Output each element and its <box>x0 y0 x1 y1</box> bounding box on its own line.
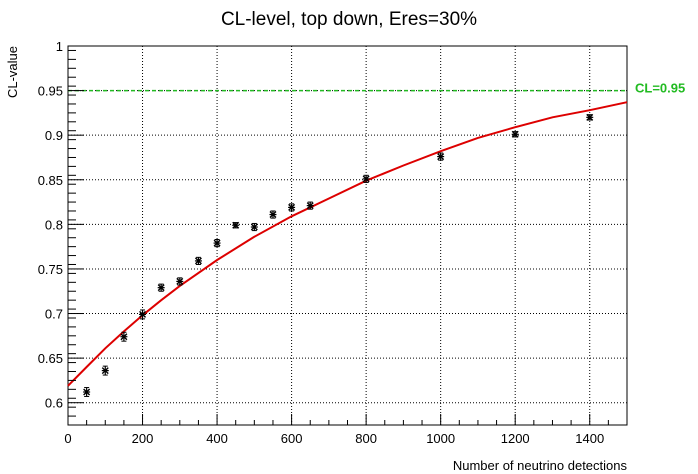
axis-ticks: 0 200 400 600 800 1000 1200 1400 0.6 0.65 0.7 0.75 0… <box>38 39 628 446</box>
plot-frame <box>67 45 628 426</box>
y-tick-label: 0.65 <box>38 351 63 366</box>
data-point <box>101 365 109 376</box>
x-tick-label: 1000 <box>426 431 455 446</box>
data-point <box>176 277 184 286</box>
y-tick-label: 0.75 <box>38 262 63 277</box>
y-tick-label: 0.8 <box>45 217 63 232</box>
data-point <box>194 256 202 265</box>
y-tick-label: 0.95 <box>38 84 63 99</box>
grid-lines <box>68 46 627 425</box>
chart-title: CL-level, top down, Eres=30% <box>221 9 477 30</box>
data-point <box>586 113 594 121</box>
data-point <box>362 174 370 183</box>
x-tick-label: 600 <box>281 431 303 446</box>
y-tick-label: 1 <box>56 39 63 54</box>
data-point <box>250 222 258 232</box>
data-point <box>120 331 128 342</box>
x-tick-label: 1400 <box>575 431 604 446</box>
fit-curve-line <box>67 101 628 387</box>
y-tick-label: 0.7 <box>45 307 63 322</box>
data-point <box>213 239 221 248</box>
y-tick-label: 0.9 <box>45 128 63 143</box>
data-point <box>437 152 445 161</box>
y-tick-label: 0.6 <box>45 396 63 411</box>
x-tick-label: 200 <box>132 431 154 446</box>
data-point <box>511 130 519 138</box>
y-tick-label: 0.85 <box>38 173 63 188</box>
data-point <box>306 201 314 210</box>
data-point <box>288 203 296 212</box>
data-point <box>232 221 240 229</box>
data-point <box>157 283 165 292</box>
reference-line-label: CL=0.95 <box>635 81 685 96</box>
fit-curve-group <box>67 101 628 387</box>
data-point <box>139 309 147 320</box>
y-axis-label: CL-value <box>5 46 20 98</box>
data-point <box>269 210 277 219</box>
x-tick-label: 800 <box>355 431 377 446</box>
data-points-group <box>83 113 594 397</box>
x-tick-label: 1200 <box>501 431 530 446</box>
x-axis-label: Number of neutrino detections <box>453 458 628 473</box>
data-point <box>83 387 91 397</box>
x-tick-label: 400 <box>206 431 228 446</box>
x-tick-label: 0 <box>64 431 71 446</box>
